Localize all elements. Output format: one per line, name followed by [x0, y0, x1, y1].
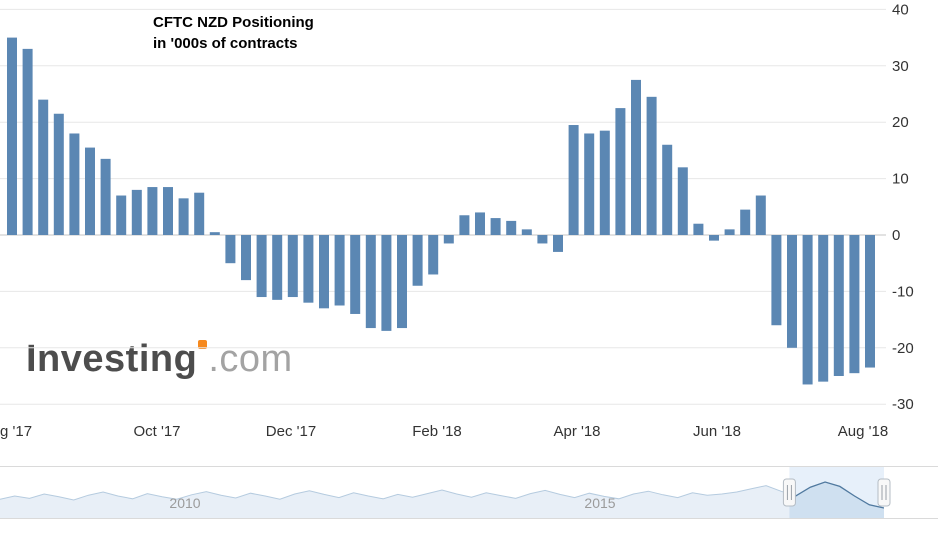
bar[interactable]: [350, 235, 361, 314]
x-axis-labels: g '17 Oct '17 Dec '17 Feb '18 Apr '18 Jun '18…: [0, 423, 888, 440]
bar[interactable]: [615, 108, 626, 235]
bar[interactable]: [287, 235, 298, 298]
bar[interactable]: [116, 195, 127, 235]
x-tick-label: Jun '18: [693, 423, 741, 440]
bar[interactable]: [787, 235, 797, 348]
y-tick-label: 20: [892, 114, 909, 131]
bar[interactable]: [131, 189, 142, 235]
bar[interactable]: [7, 37, 17, 235]
y-tick-label: 0: [892, 227, 900, 244]
bar[interactable]: [85, 147, 95, 235]
bar[interactable]: [568, 125, 579, 235]
x-tick-label: Feb '18: [412, 423, 462, 440]
bar[interactable]: [272, 235, 283, 300]
watermark-suffix: .com: [208, 338, 293, 380]
bar[interactable]: [319, 235, 329, 309]
bar[interactable]: [521, 229, 532, 235]
x-tick-label: Aug '18: [838, 423, 888, 440]
y-tick-label: -20: [892, 340, 914, 357]
bar[interactable]: [241, 235, 251, 281]
gridlines: [0, 8, 886, 405]
bar[interactable]: [256, 235, 267, 298]
bar[interactable]: [334, 235, 345, 306]
bars-series[interactable]: [7, 37, 875, 385]
watermark-text: Investing: [26, 338, 198, 380]
bar[interactable]: [209, 232, 220, 235]
bar[interactable]: [69, 133, 80, 235]
bar[interactable]: [553, 235, 563, 252]
bar[interactable]: [38, 99, 49, 235]
y-tick-label: 10: [892, 171, 909, 188]
investing-watermark: Investing .com: [26, 338, 293, 381]
bar[interactable]: [475, 212, 485, 235]
bar[interactable]: [646, 96, 657, 235]
bar[interactable]: [865, 235, 875, 368]
nav-line: [0, 481, 885, 509]
x-tick-label: Apr '18: [553, 423, 600, 440]
bar[interactable]: [490, 218, 501, 235]
bar[interactable]: [677, 167, 688, 235]
y-tick-label: -30: [892, 396, 914, 413]
y-tick-label: -10: [892, 283, 914, 300]
x-tick-label: Oct '17: [133, 423, 180, 440]
bar[interactable]: [147, 187, 158, 235]
bar[interactable]: [802, 235, 813, 385]
watermark-orange-accent-icon: [198, 340, 208, 349]
bar[interactable]: [397, 235, 407, 329]
bar[interactable]: [459, 215, 470, 235]
bar[interactable]: [584, 133, 595, 235]
bar[interactable]: [178, 198, 189, 235]
bar[interactable]: [537, 235, 548, 244]
bar[interactable]: [428, 235, 439, 275]
bar[interactable]: [53, 113, 64, 235]
bar[interactable]: [833, 235, 844, 376]
chart-title-line1: CFTC NZD Positioning: [153, 14, 314, 31]
nav-handle-right[interactable]: [877, 478, 891, 507]
y-axis-labels: 40 30 20 10 0 -10 -20 -30: [892, 1, 914, 413]
bar[interactable]: [365, 235, 376, 329]
nav-handle-left[interactable]: [782, 478, 796, 507]
bar[interactable]: [22, 48, 33, 235]
chart-title-line2: in '000s of contracts: [153, 35, 298, 52]
y-tick-label: 40: [892, 1, 909, 18]
bar[interactable]: [194, 192, 205, 235]
bar[interactable]: [443, 235, 454, 244]
bar[interactable]: [755, 195, 766, 235]
nav-area: [0, 482, 884, 518]
bar[interactable]: [662, 144, 673, 235]
bar[interactable]: [599, 130, 610, 235]
x-tick-label: g '17: [0, 423, 32, 440]
bar[interactable]: [381, 235, 392, 331]
y-tick-label: 30: [892, 58, 909, 75]
main-bar-chart[interactable]: 40 30 20 10 0 -10 -20 -30 g '17 Oct '17 Dec '17 Feb…: [0, 0, 938, 450]
bar[interactable]: [771, 235, 782, 326]
nav-year-label: 2010: [169, 495, 200, 511]
bar[interactable]: [818, 235, 829, 382]
nav-selected-series: [789, 481, 884, 518]
bar[interactable]: [709, 235, 719, 241]
x-tick-label: Dec '17: [266, 423, 316, 440]
bar[interactable]: [225, 235, 236, 264]
bar[interactable]: [412, 235, 423, 286]
bar[interactable]: [303, 235, 314, 303]
bar[interactable]: [631, 79, 641, 236]
chart-title: CFTC NZD Positioning in '000s of contrac…: [153, 12, 314, 54]
bar[interactable]: [100, 158, 111, 235]
range-navigator[interactable]: 2010 2015: [0, 466, 938, 520]
bar[interactable]: [740, 209, 751, 235]
bar[interactable]: [506, 220, 517, 235]
bar[interactable]: [724, 229, 735, 235]
bar[interactable]: [849, 235, 860, 374]
bar[interactable]: [163, 187, 173, 235]
bar[interactable]: [693, 223, 704, 235]
nav-year-label: 2015: [584, 495, 615, 511]
